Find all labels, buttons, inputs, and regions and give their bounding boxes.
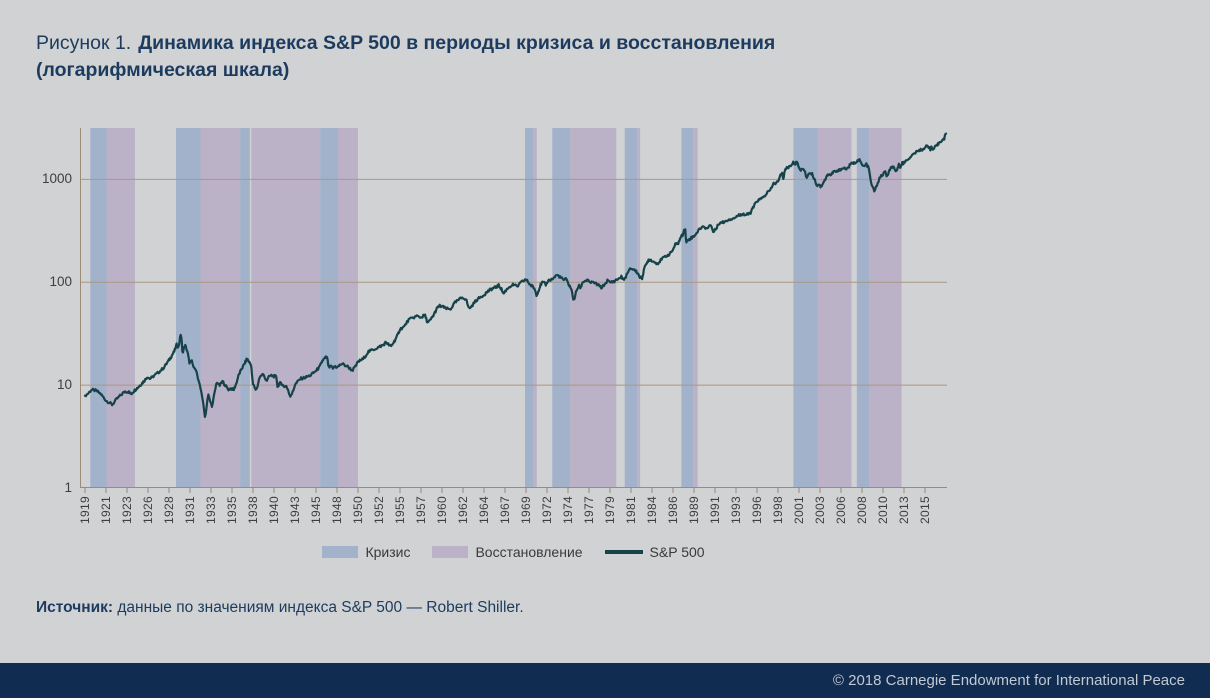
x-axis-label: 2008: [855, 496, 869, 524]
recovery-band: [533, 128, 537, 488]
x-axis-label: 1933: [204, 496, 218, 524]
x-axis-label: 1928: [162, 496, 176, 524]
x-axis-label: 2013: [897, 496, 911, 524]
recovery-band: [693, 128, 698, 488]
x-axis-label: 1960: [435, 496, 449, 524]
recovery-band: [570, 128, 617, 488]
x-axis-label: 2015: [918, 496, 932, 524]
x-axis-label: 1977: [582, 496, 596, 524]
x-axis-label: 1979: [603, 496, 617, 524]
crisis-band: [552, 128, 571, 488]
x-axis-label: 1962: [456, 496, 470, 524]
recovery-band: [817, 128, 852, 488]
legend-swatch-line: [604, 550, 643, 554]
legend-item-crisis: Кризис: [322, 544, 410, 560]
y-axis-label: 10: [56, 377, 72, 393]
x-axis-label: 1948: [330, 496, 344, 524]
figure-label: Рисунок 1.: [36, 32, 132, 54]
x-axis-label: 1921: [99, 496, 113, 524]
x-axis-label: 1998: [771, 496, 785, 524]
crisis-band: [90, 128, 107, 488]
crisis-band: [681, 128, 694, 488]
x-axis-label: 2006: [834, 496, 848, 524]
x-axis-label: 1926: [141, 496, 155, 524]
crisis-band: [320, 128, 338, 488]
figure-title: Рисунок 1. Динамика индекса S&P 500 в пер…: [36, 30, 775, 84]
legend-swatch-recovery: [432, 546, 469, 558]
x-axis-label: 1943: [288, 496, 302, 524]
x-axis-label: 1938: [246, 496, 260, 524]
title-line2: (логарифмическая шкала): [36, 59, 290, 81]
sp500-line: [83, 132, 948, 418]
legend-swatch-crisis: [322, 546, 359, 558]
x-axis-label: 1986: [666, 496, 680, 524]
x-axis-label: 1955: [393, 496, 407, 524]
legend-item-line: S&P 500: [604, 544, 705, 560]
x-axis-label: 1964: [477, 496, 491, 524]
footer-copyright: © 2018 Carnegie Endowment for Internatio…: [832, 672, 1185, 689]
legend-item-recovery: Восстановление: [432, 544, 583, 560]
x-axis-label: 1940: [267, 496, 281, 524]
legend: Кризис Восстановление S&P 500: [80, 544, 947, 560]
recovery-band: [869, 128, 902, 488]
crisis-band: [525, 128, 533, 488]
x-axis-label: 1972: [540, 496, 554, 524]
source-text: данные по значениям индекса S&P 500 — Ro…: [113, 599, 524, 616]
x-axis-label: 2010: [876, 496, 890, 524]
plot-area: [80, 128, 948, 493]
recovery-band: [200, 128, 241, 488]
x-axis-label: 1969: [519, 496, 533, 524]
x-axis-label: 1981: [624, 496, 638, 524]
x-axis-label: 1993: [729, 496, 743, 524]
crisis-band: [856, 128, 870, 488]
recovery-band: [338, 128, 358, 488]
x-axis-label: 1967: [498, 496, 512, 524]
y-axis-label: 100: [49, 274, 72, 290]
x-axis-label: 2003: [813, 496, 827, 524]
legend-label: Восстановление: [475, 544, 583, 560]
source-note: Источник: данные по значениям индекса S&…: [36, 599, 524, 617]
x-axis-label: 1957: [414, 496, 428, 524]
x-axis-label: 1945: [309, 496, 323, 524]
x-axis-label: 1950: [351, 496, 365, 524]
crisis-band: [624, 128, 638, 488]
x-axis-label: 1974: [561, 496, 575, 524]
y-axis-label: 1000: [41, 171, 72, 187]
y-axis-label: 1: [64, 480, 72, 495]
recovery-band: [637, 128, 641, 488]
x-axis-label: 1952: [372, 496, 386, 524]
x-axis-label: 1989: [687, 496, 701, 524]
x-axis-label: 1935: [225, 496, 239, 524]
x-axis-label: 2001: [792, 496, 806, 524]
x-axis-label: 1919: [78, 496, 92, 524]
footer-bar: © 2018 Carnegie Endowment for Internatio…: [0, 663, 1210, 698]
x-axis-label: 1996: [750, 496, 764, 524]
legend-label: S&P 500: [649, 544, 705, 560]
crisis-band: [176, 128, 201, 488]
title-text: Динамика индекса S&P 500 в периоды кризи…: [138, 32, 776, 54]
recovery-band: [251, 128, 321, 488]
crisis-band: [793, 128, 818, 488]
x-axis-label: 1984: [645, 496, 659, 524]
legend-label: Кризис: [365, 544, 411, 560]
x-axis-label: 1991: [708, 496, 722, 524]
sp500-chart: [80, 128, 948, 493]
crisis-band: [240, 128, 250, 488]
recovery-band: [106, 128, 135, 488]
x-axis-label: 1931: [183, 496, 197, 524]
x-axis-label: 1923: [120, 496, 134, 524]
source-label: Источник:: [36, 599, 114, 616]
